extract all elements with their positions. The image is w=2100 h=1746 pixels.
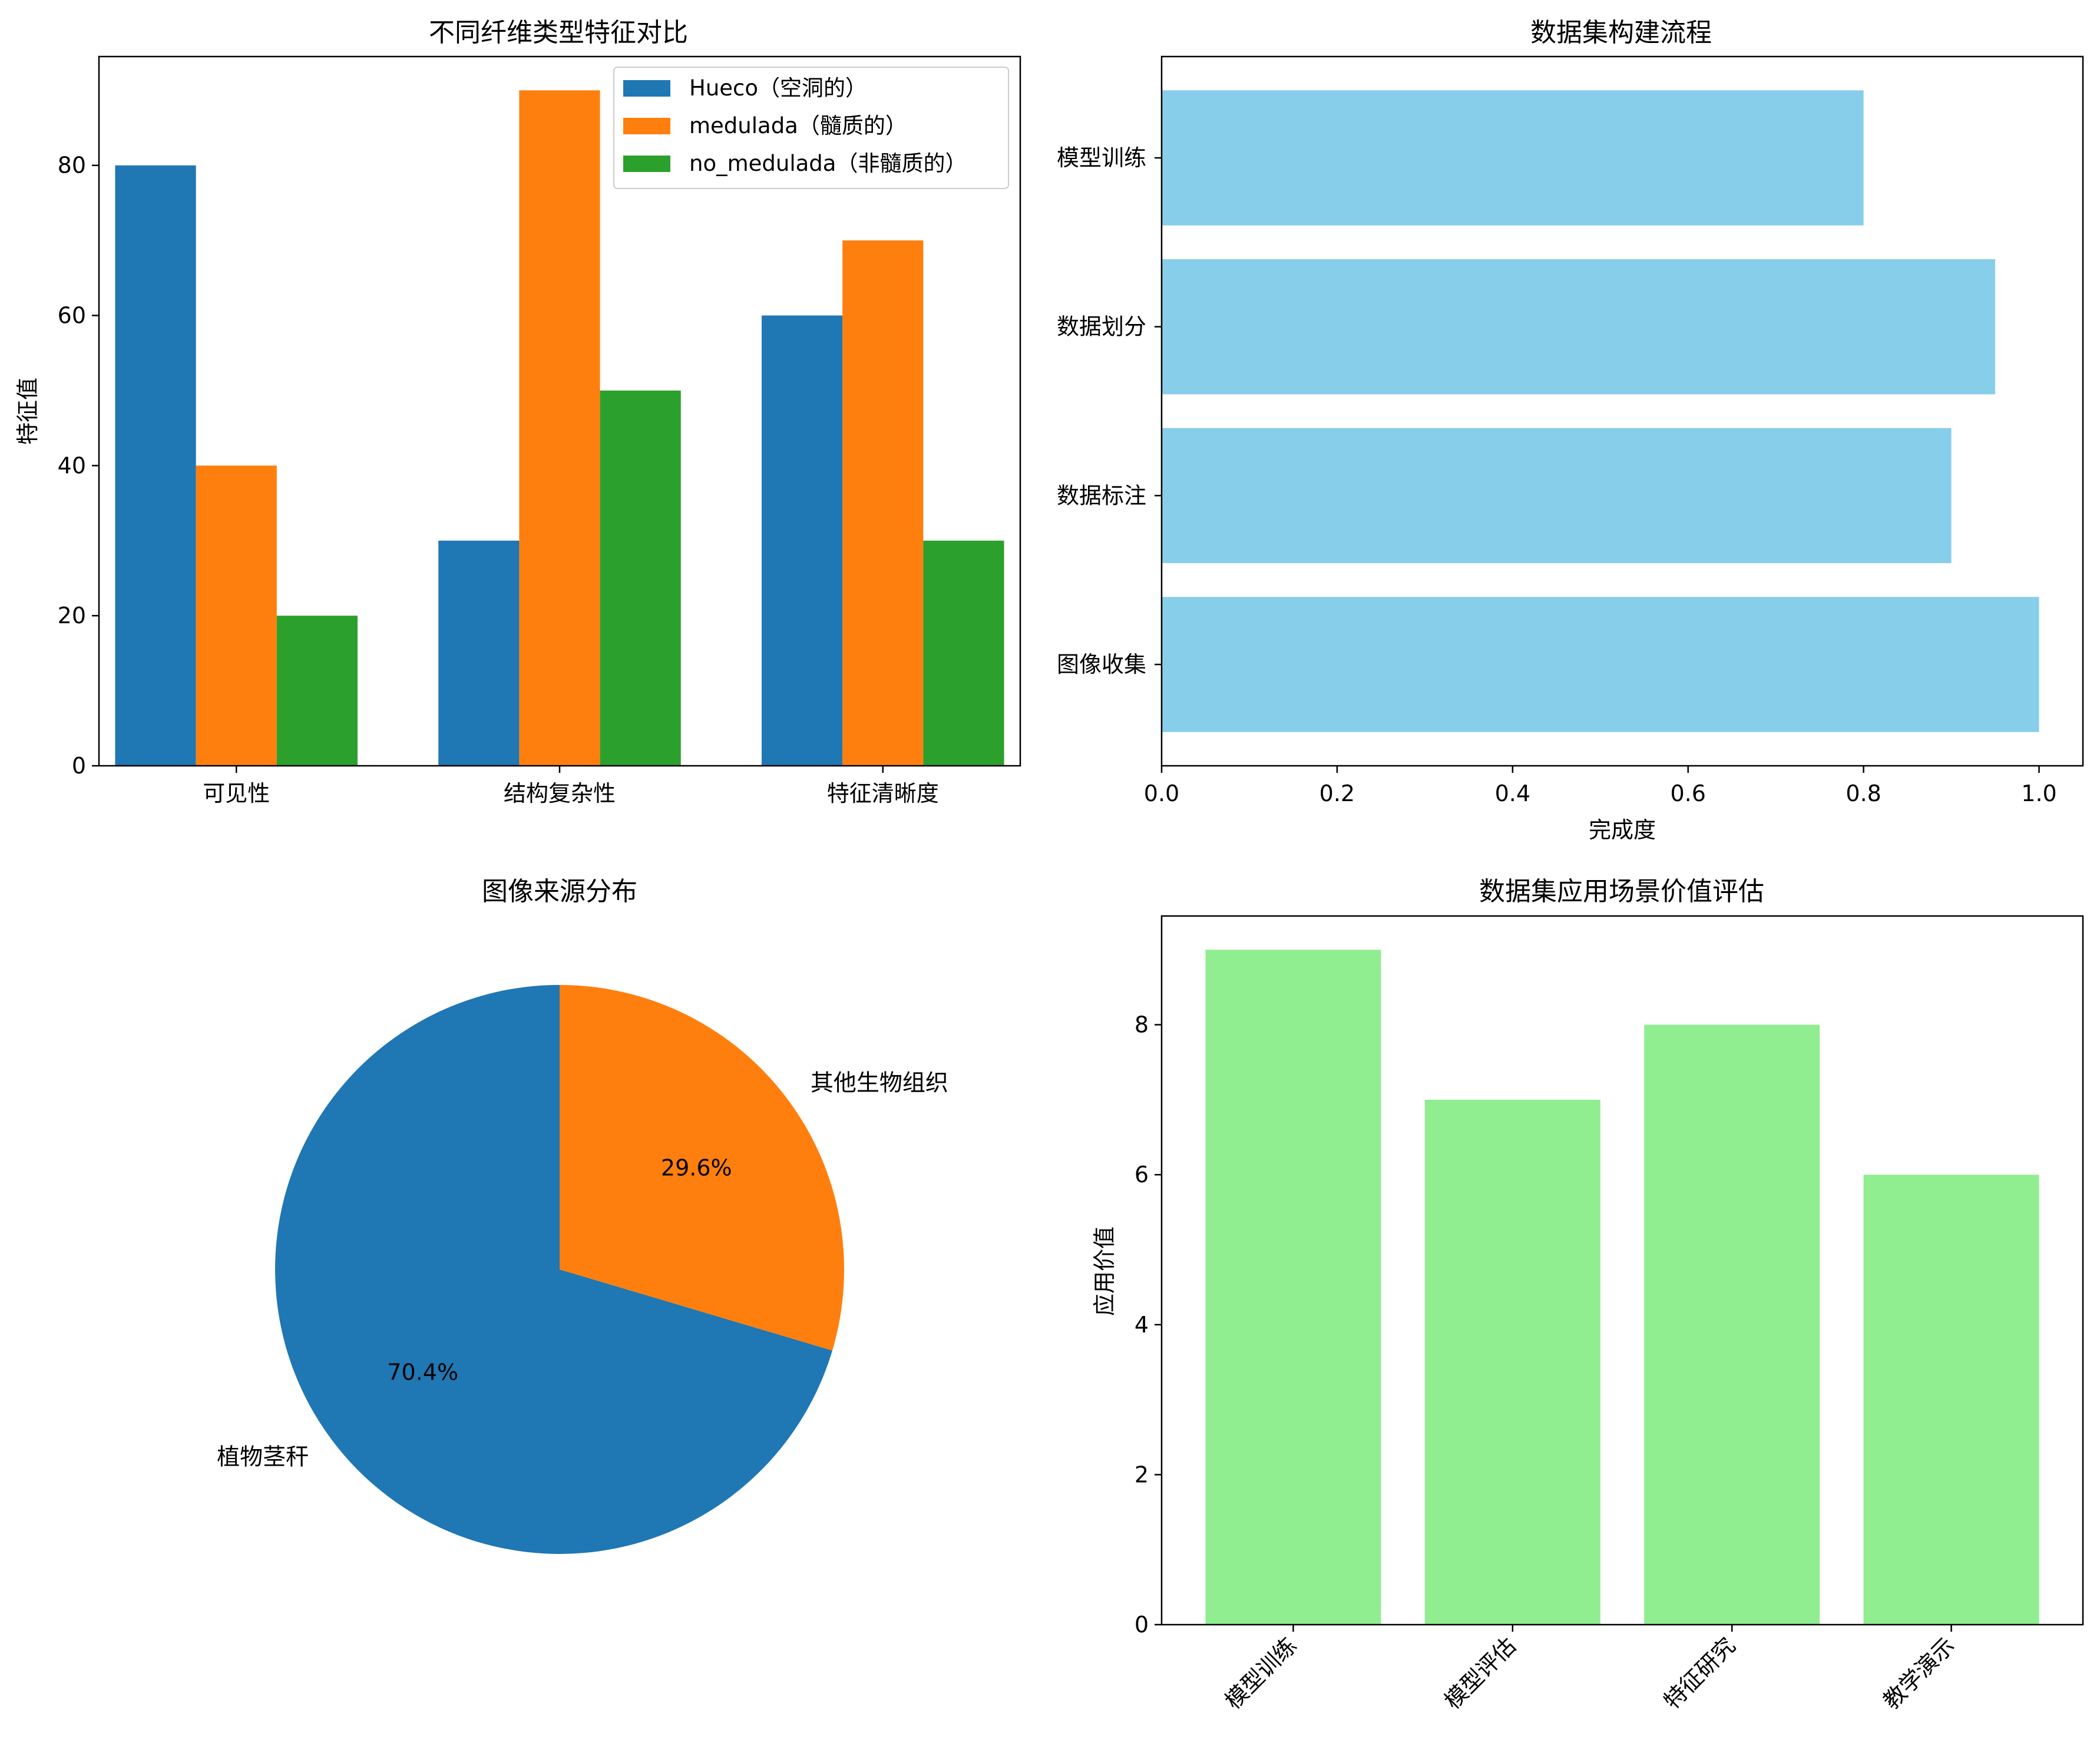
chart4-axes-frame xyxy=(1160,915,2084,1626)
chart1-legend-label: medulada（髓质的） xyxy=(689,113,907,138)
chart3-title: 图像来源分布 xyxy=(482,877,637,907)
chart2-xtick-label: 0.6 xyxy=(1670,781,1705,806)
chart4-ytick-label: 4 xyxy=(1135,1312,1149,1338)
chart2-xtick-label: 0.2 xyxy=(1319,781,1355,806)
chart1-bar xyxy=(276,616,358,766)
pie-label: 植物茎秆 xyxy=(217,1444,309,1471)
chart1-bar xyxy=(923,540,1004,766)
pie-slice xyxy=(560,985,845,1351)
chart4-ytick-label: 8 xyxy=(1135,1012,1149,1038)
chart1-legend: Hueco（空洞的） medulada（髓质的） no_medulada（非髓质的） xyxy=(613,67,1009,189)
chart4-ylabel: 应用价值 xyxy=(1092,1226,1117,1316)
chart1-bar xyxy=(196,465,277,766)
chart4-bar xyxy=(1863,1175,2039,1625)
chart2-xtick-label: 0.0 xyxy=(1144,781,1179,806)
chart4-ytick-label: 0 xyxy=(1135,1612,1149,1638)
chart-application-value: 数据集应用场景价值评估 0 2 4 6 8 模型训练 模型评估 特征研究 教学演示 应用价值 xyxy=(1092,877,2084,1714)
chart4-xtick-label: 模型训练 xyxy=(1220,1632,1302,1714)
chart1-xtick-label: 特征清晰度 xyxy=(827,781,939,806)
chart1-bar xyxy=(761,315,843,766)
pie-percent-label: 29.6% xyxy=(661,1155,732,1181)
chart1-xtick-label: 可见性 xyxy=(203,781,270,806)
chart1-ytick-label: 60 xyxy=(58,303,86,329)
chart1-ytick-label: 20 xyxy=(58,603,86,629)
chart1-legend-swatch xyxy=(623,156,670,172)
chart1-bar xyxy=(438,540,520,766)
pie-slice xyxy=(275,985,832,1555)
chart1-legend-swatch xyxy=(623,118,670,134)
chart2-title: 数据集构建流程 xyxy=(1530,18,1712,48)
chart1-legend-label: no_medulada（非髓质的） xyxy=(689,151,967,176)
chart2-xtick-label: 0.8 xyxy=(1846,781,1881,806)
chart4-xtick-label: 模型评估 xyxy=(1440,1632,1522,1714)
chart1-ylabel: 特征值 xyxy=(15,378,41,445)
chart1-legend-swatch xyxy=(623,80,670,97)
chart1-ytick-label: 40 xyxy=(58,452,86,478)
chart4-bar xyxy=(1424,1099,1600,1625)
chart4-bar xyxy=(1205,950,1381,1625)
chart2-bar xyxy=(1162,597,2039,732)
chart1-bar xyxy=(600,390,681,766)
chart2-ytick-label: 数据划分 xyxy=(1057,314,1146,340)
chart1-legend-label: Hueco（空洞的） xyxy=(689,75,867,101)
pie-percent-label: 70.4% xyxy=(387,1359,458,1385)
chart4-ytick-label: 6 xyxy=(1135,1162,1149,1188)
chart4-ytick-label: 2 xyxy=(1135,1461,1149,1487)
chart1-ytick-label: 0 xyxy=(72,753,86,779)
chart1-bar xyxy=(519,90,600,766)
chart1-xtick-label: 结构复杂性 xyxy=(504,781,616,806)
chart2-xtick-label: 1.0 xyxy=(2021,781,2056,806)
chart2-bar xyxy=(1162,428,1952,563)
pie-label: 其他生物组织 xyxy=(811,1070,948,1096)
chart1-bar xyxy=(842,240,924,766)
chart2-bar xyxy=(1162,259,1996,395)
chart2-ytick-label: 图像收集 xyxy=(1057,652,1146,677)
chart2-xlabel: 完成度 xyxy=(1589,817,1656,843)
chart1-title: 不同纤维类型特征对比 xyxy=(429,18,688,48)
chart2-ytick-label: 数据标注 xyxy=(1057,482,1146,508)
chart4-title: 数据集应用场景价值评估 xyxy=(1479,877,1764,907)
chart1-ytick-label: 80 xyxy=(58,153,86,178)
chart2-bar xyxy=(1162,90,1864,226)
chart1-legend-box xyxy=(613,67,1009,189)
chart-dataset-pipeline: 数据集构建流程 图像收集 数据标注 数据划分 模型训练 0.0 0.2 0.4 0.6 0.8… xyxy=(1057,18,2084,843)
chart2-ytick-label: 模型训练 xyxy=(1057,145,1146,171)
chart1-bar xyxy=(115,165,196,766)
chart4-bar xyxy=(1644,1024,1820,1625)
chart2-xtick-label: 0.4 xyxy=(1495,781,1530,806)
chart2-axes-frame xyxy=(1160,55,2084,767)
chart-image-source: 图像来源分布 植物茎秆 70.4% 其他生物组织 29.6% xyxy=(217,877,948,1555)
chart4-xtick-label: 特征研究 xyxy=(1659,1632,1741,1714)
chart-fiber-comparison: 不同纤维类型特征对比 0 20 40 60 80 可见性 结构复杂性 特征清晰度 特征值 H… xyxy=(15,18,1021,806)
chart4-xtick-label: 教学演示 xyxy=(1878,1632,1960,1714)
